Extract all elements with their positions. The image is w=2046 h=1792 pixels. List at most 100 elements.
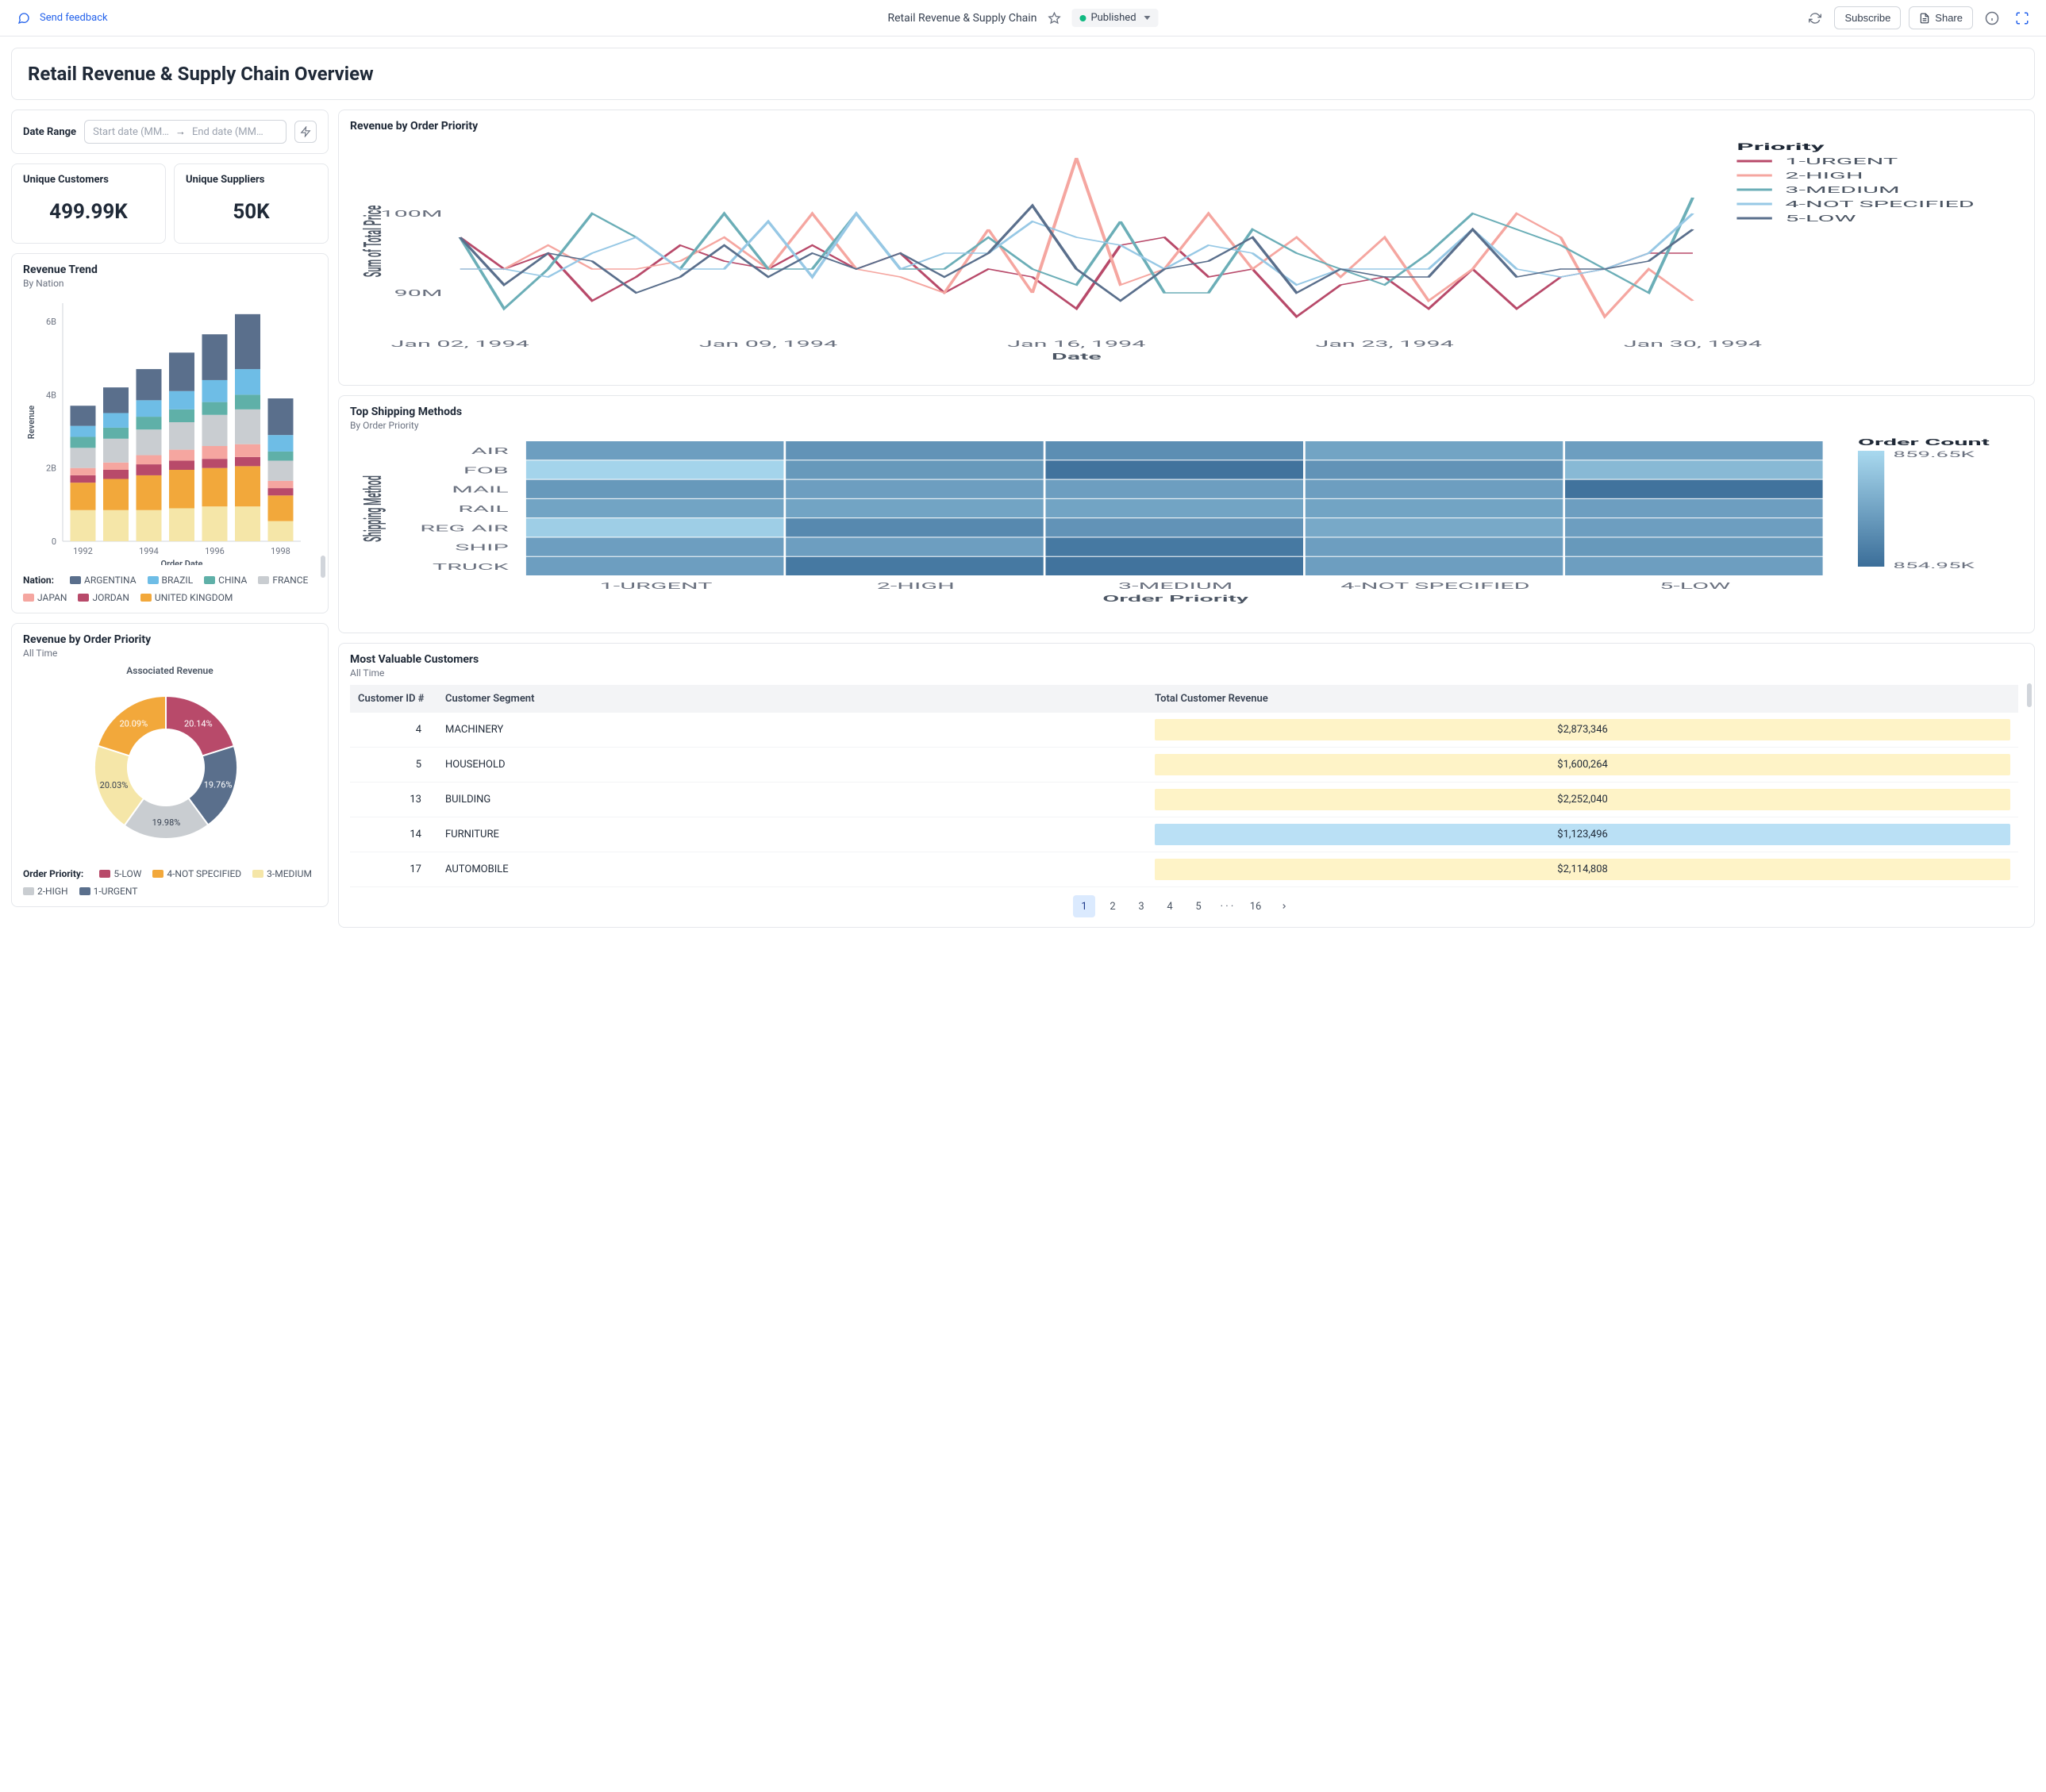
svg-text:0: 0: [52, 536, 56, 547]
svg-text:20.14%: 20.14%: [184, 718, 213, 729]
donut-sub: All Time: [23, 648, 317, 659]
customers-table: Customer ID #Customer SegmentTotal Custo…: [350, 685, 2018, 887]
legend-item: 3-MEDIUM: [252, 868, 312, 879]
legend-label: Nation:: [23, 575, 54, 586]
svg-text:Jan 16, 1994: Jan 16, 1994: [1007, 339, 1145, 349]
legend-item: UNITED KINGDOM: [140, 592, 233, 603]
legend-item: JORDAN: [78, 592, 129, 603]
svg-text:REG AIR: REG AIR: [420, 523, 508, 533]
legend-item: 2-HIGH: [23, 886, 68, 897]
svg-text:2B: 2B: [46, 463, 56, 474]
revenue-trend-legend: Nation:ARGENTINABRAZILCHINAFRANCEJAPANJO…: [23, 575, 317, 603]
svg-text:Jan 09, 1994: Jan 09, 1994: [699, 339, 837, 349]
kpi-suppliers: Unique Suppliers 50K: [174, 163, 329, 244]
svg-text:5-LOW: 5-LOW: [1785, 213, 1856, 224]
revenue-trend-chart: 02B4B6B1992199419961998Order DateRevenue: [23, 295, 309, 565]
feedback-link[interactable]: Send feedback: [40, 12, 108, 24]
table-row[interactable]: 17AUTOMOBILE$2,114,808: [350, 852, 2018, 887]
page-number[interactable]: 1: [1073, 895, 1095, 917]
legend-item: ARGENTINA: [70, 575, 137, 586]
table-row[interactable]: 13BUILDING$2,252,040: [350, 783, 2018, 817]
donut-chart: 20.14% 19.76% 19.98% 20.03% 20.09%: [23, 676, 309, 859]
svg-text:Jan 23, 1994: Jan 23, 1994: [1316, 339, 1454, 349]
info-icon[interactable]: [1981, 7, 2003, 29]
page-number[interactable]: 16: [1244, 895, 1267, 917]
page-number[interactable]: · · ·: [1216, 895, 1238, 917]
date-range-input[interactable]: Start date (MM… → End date (MM…: [84, 120, 287, 144]
legend-label: Order Priority:: [23, 868, 83, 879]
page-number[interactable]: 3: [1130, 895, 1152, 917]
refresh-icon[interactable]: [1804, 7, 1826, 29]
revenue-trend-card: Revenue Trend By Nation 02B4B6B199219941…: [11, 253, 329, 613]
revenue-trend-sub: By Nation: [23, 278, 317, 289]
legend-item: BRAZIL: [148, 575, 194, 586]
svg-text:FOB: FOB: [463, 465, 509, 475]
svg-text:1992: 1992: [73, 546, 93, 556]
page-number[interactable]: 5: [1187, 895, 1210, 917]
table-row[interactable]: 5HOUSEHOLD$1,600,264: [350, 748, 2018, 783]
customers-sub: All Time: [350, 667, 2018, 679]
svg-text:3-MEDIUM: 3-MEDIUM: [1785, 185, 1899, 195]
doc-title: Retail Revenue & Supply Chain: [887, 12, 1036, 25]
topbar-right: Subscribe Share: [1804, 6, 2033, 29]
page-number[interactable]: 4: [1159, 895, 1181, 917]
svg-text:Jan 30, 1994: Jan 30, 1994: [1624, 339, 1762, 349]
heatmap-title: Top Shipping Methods: [350, 406, 2023, 418]
svg-text:19.76%: 19.76%: [204, 779, 233, 790]
svg-text:5-LOW: 5-LOW: [1659, 581, 1730, 591]
right-column: Revenue by Order Priority 90M100MSum of …: [338, 110, 2035, 928]
svg-text:19.98%: 19.98%: [152, 817, 181, 828]
customers-card: Most Valuable Customers All Time Custome…: [338, 643, 2035, 928]
share-label: Share: [1935, 12, 1963, 24]
legend-item: JAPAN: [23, 592, 67, 603]
svg-text:MAIL: MAIL: [452, 485, 509, 495]
date-range-card: Date Range Start date (MM… → End date (M…: [11, 110, 329, 154]
svg-text:20.03%: 20.03%: [100, 780, 129, 790]
heatmap-chart: AIRFOBMAILRAILREG AIRSHIPTRUCK1-URGENT2-…: [350, 437, 2023, 620]
table-row[interactable]: 4MACHINERY$2,873,346: [350, 713, 2018, 748]
svg-text:2-HIGH: 2-HIGH: [1785, 171, 1863, 181]
kpi-suppliers-value: 50K: [186, 200, 317, 224]
star-icon[interactable]: [1043, 7, 1065, 29]
table-header[interactable]: Customer Segment: [437, 685, 1147, 713]
kpi-row: Unique Customers 499.99K Unique Supplier…: [11, 163, 329, 244]
arrow-right-icon: →: [175, 125, 186, 138]
svg-text:Revenue: Revenue: [26, 406, 37, 439]
priority-line-title: Revenue by Order Priority: [350, 120, 2023, 133]
svg-text:2-HIGH: 2-HIGH: [877, 581, 955, 591]
svg-text:4-NOT SPECIFIED: 4-NOT SPECIFIED: [1785, 199, 1974, 210]
page-next[interactable]: [1273, 895, 1295, 917]
page-number[interactable]: 2: [1102, 895, 1124, 917]
fullscreen-icon[interactable]: [2011, 7, 2033, 29]
subscribe-button[interactable]: Subscribe: [1834, 6, 1901, 29]
svg-text:RAIL: RAIL: [458, 504, 508, 514]
svg-text:6B: 6B: [46, 317, 56, 327]
donut-title: Revenue by Order Priority: [23, 633, 317, 646]
share-button[interactable]: Share: [1909, 6, 1973, 29]
svg-text:4-NOT SPECIFIED: 4-NOT SPECIFIED: [1340, 581, 1529, 591]
svg-text:20.09%: 20.09%: [119, 718, 148, 729]
table-row[interactable]: 14FURNITURE$1,123,496: [350, 817, 2018, 852]
donut-chart-title: Associated Revenue: [23, 665, 317, 676]
status-pill[interactable]: Published: [1071, 9, 1158, 27]
pagination: 12345 · · · 16: [350, 895, 2018, 917]
svg-text:Order Count: Order Count: [1858, 437, 1990, 448]
kpi-customers-value: 499.99K: [23, 200, 154, 224]
svg-text:1998: 1998: [271, 546, 290, 556]
dashboard-grid: Date Range Start date (MM… → End date (M…: [11, 110, 2035, 928]
svg-text:100M: 100M: [380, 209, 442, 219]
table-header[interactable]: Total Customer Revenue: [1147, 685, 2018, 713]
legend-item: FRANCE: [258, 575, 308, 586]
lightning-icon[interactable]: [294, 121, 317, 143]
table-header[interactable]: Customer ID #: [350, 685, 437, 713]
end-date-placeholder: End date (MM…: [192, 126, 263, 138]
svg-text:Date: Date: [1052, 352, 1102, 362]
start-date-placeholder: Start date (MM…: [93, 126, 169, 138]
scrollbar-thumb[interactable]: [2027, 683, 2032, 707]
svg-text:Shipping Method: Shipping Method: [359, 475, 387, 542]
svg-text:1994: 1994: [139, 546, 159, 556]
topbar-center: Retail Revenue & Supply Chain Published: [887, 7, 1158, 29]
svg-text:3-MEDIUM: 3-MEDIUM: [1118, 581, 1233, 591]
svg-text:4B: 4B: [46, 390, 56, 400]
scrollbar-thumb[interactable]: [321, 556, 325, 578]
